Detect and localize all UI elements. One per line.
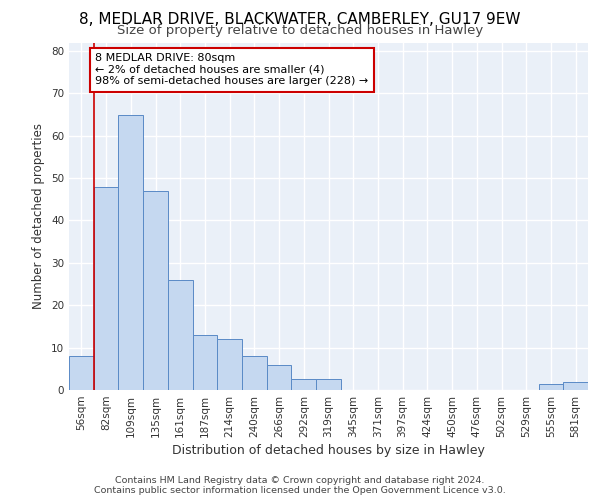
Bar [168,280,193,390]
Bar [267,364,292,390]
Bar [143,191,168,390]
Text: 8 MEDLAR DRIVE: 80sqm
← 2% of detached houses are smaller (4)
98% of semi-detach: 8 MEDLAR DRIVE: 80sqm ← 2% of detached h… [95,53,368,86]
Text: Contains public sector information licensed under the Open Government Licence v3: Contains public sector information licen… [94,486,506,495]
Y-axis label: Number of detached properties: Number of detached properties [32,123,46,309]
Text: Contains HM Land Registry data © Crown copyright and database right 2024.: Contains HM Land Registry data © Crown c… [115,476,485,485]
Bar [316,380,341,390]
Bar [118,114,143,390]
Bar [94,186,118,390]
Text: Size of property relative to detached houses in Hawley: Size of property relative to detached ho… [117,24,483,37]
Bar [69,356,94,390]
Bar [539,384,563,390]
Bar [292,380,316,390]
Bar [563,382,588,390]
X-axis label: Distribution of detached houses by size in Hawley: Distribution of detached houses by size … [172,444,485,457]
Bar [193,335,217,390]
Text: 8, MEDLAR DRIVE, BLACKWATER, CAMBERLEY, GU17 9EW: 8, MEDLAR DRIVE, BLACKWATER, CAMBERLEY, … [79,12,521,28]
Bar [242,356,267,390]
Bar [217,339,242,390]
